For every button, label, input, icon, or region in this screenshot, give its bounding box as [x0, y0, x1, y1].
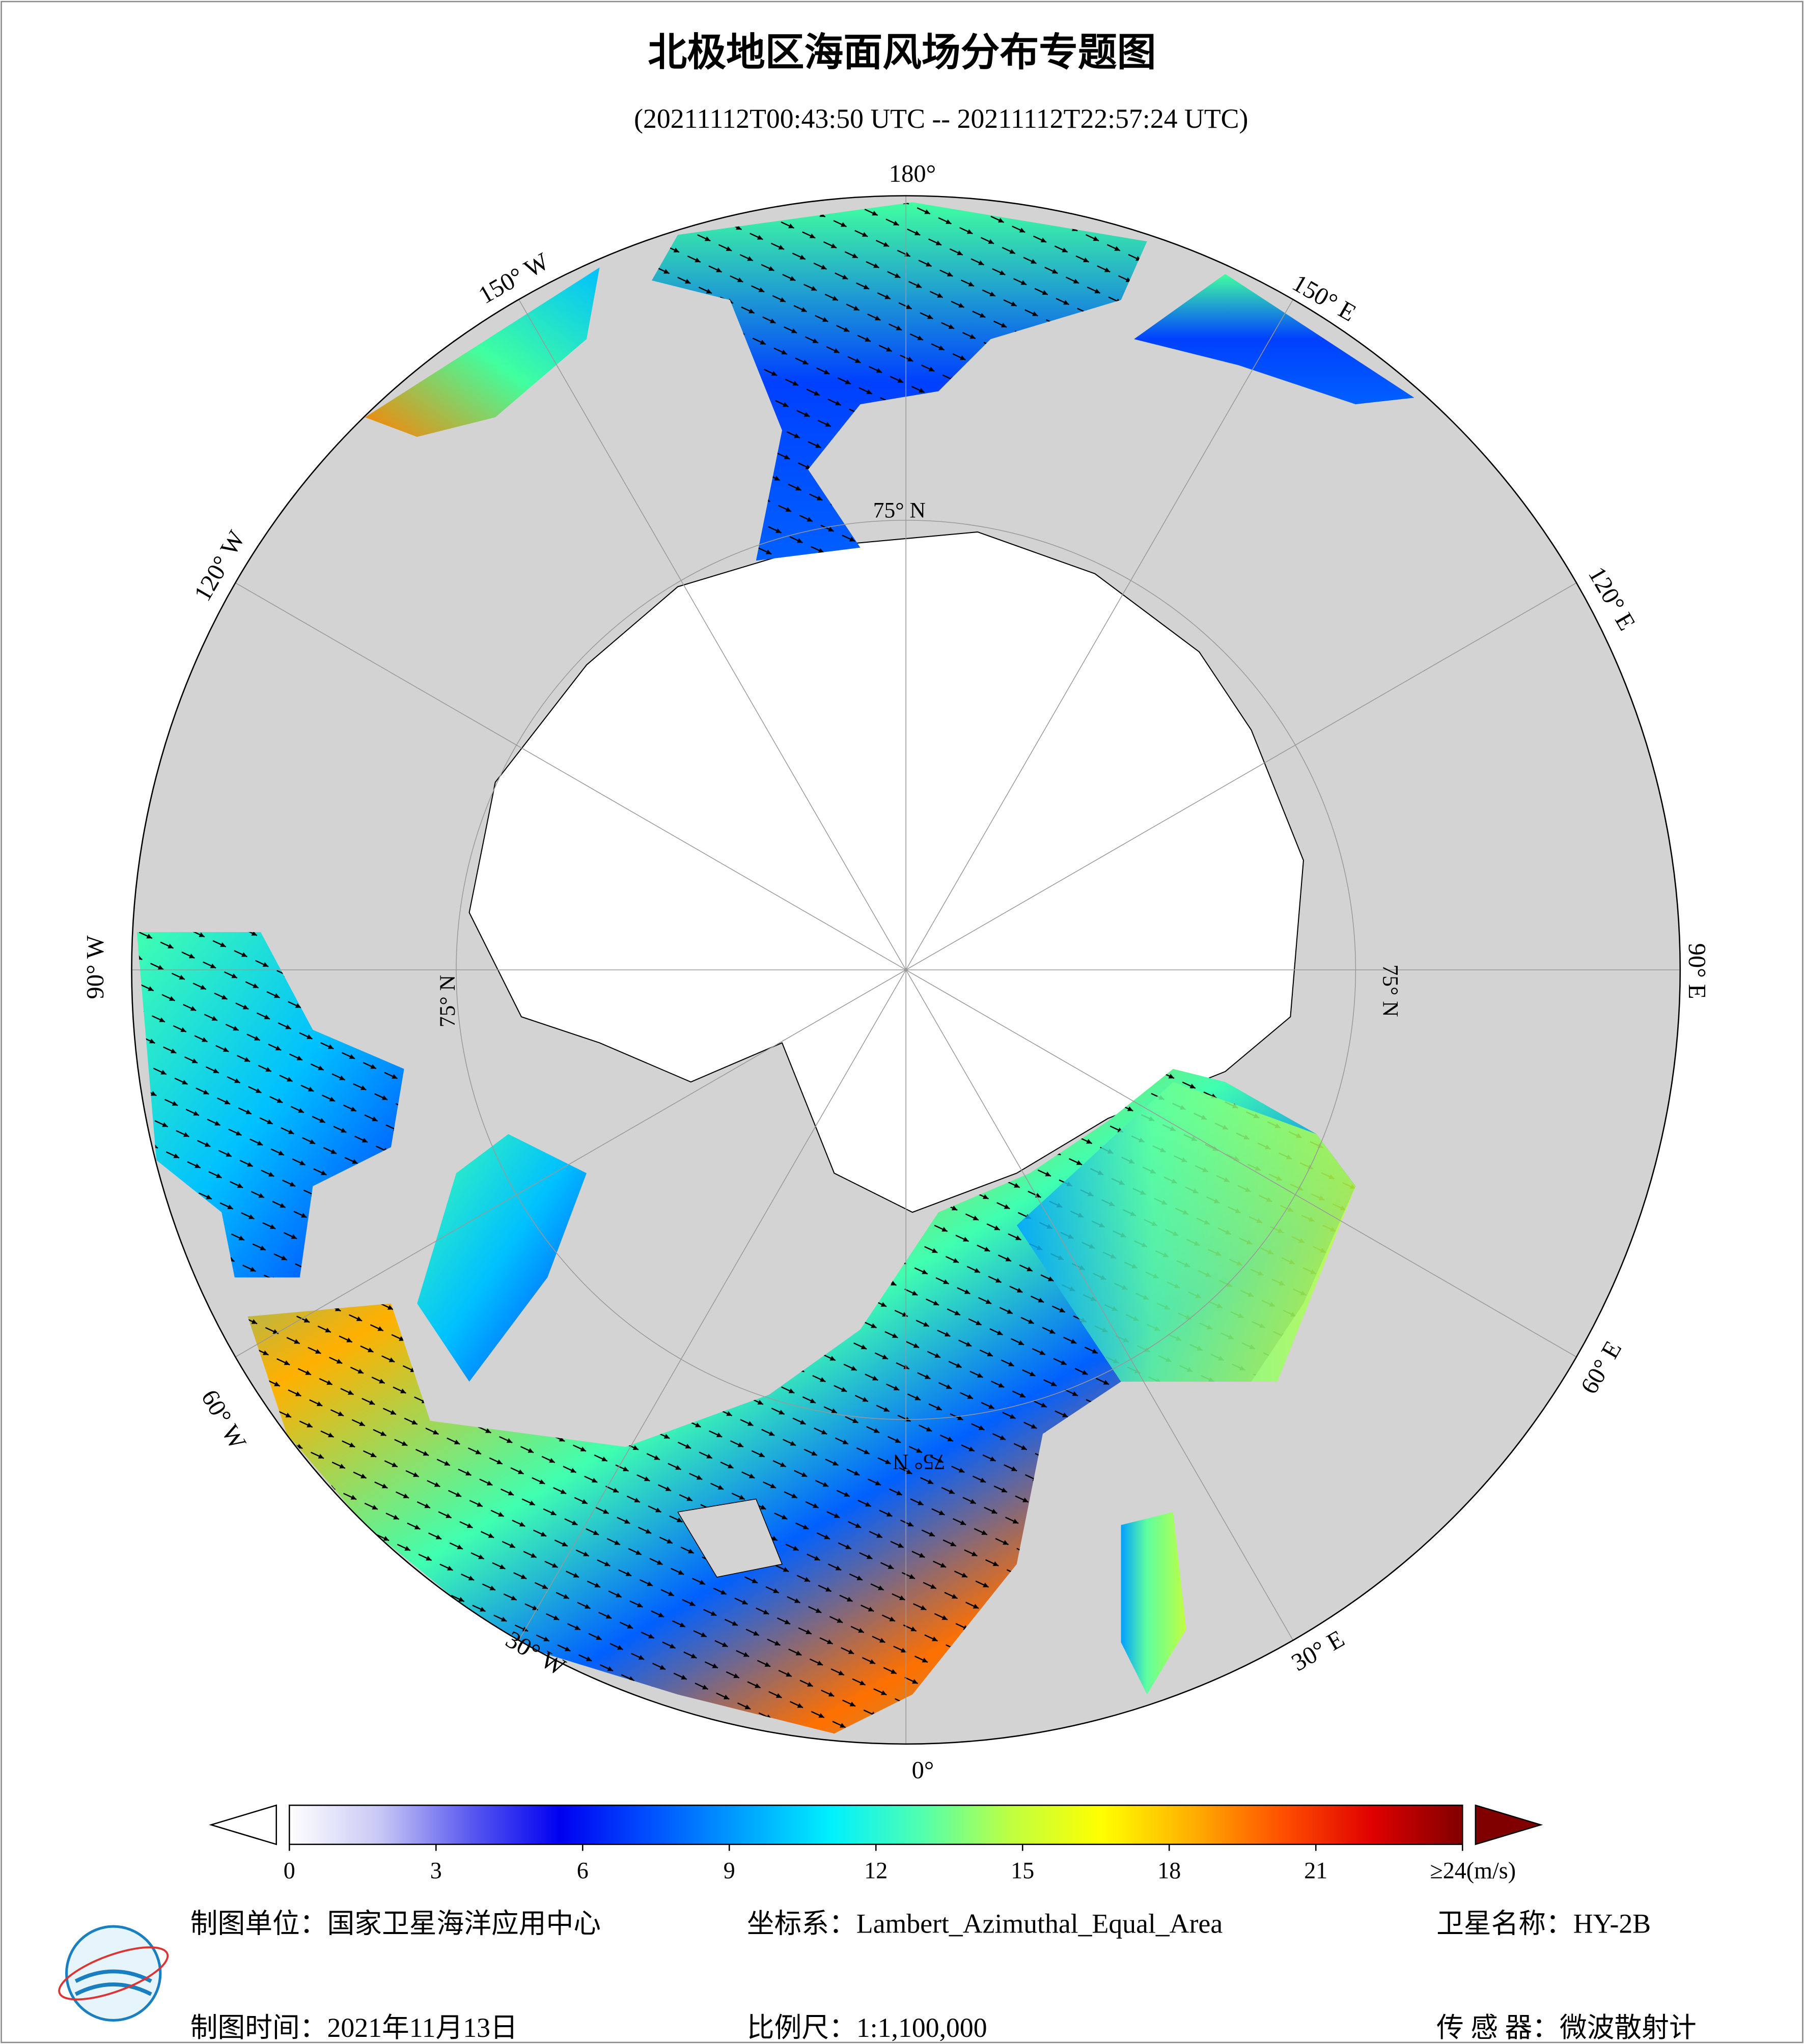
footer-scale: 比例尺：1:1,100,000: [747, 2012, 987, 2043]
logo-orbit: [58, 1946, 169, 2001]
latitude-label: 75° N: [873, 498, 926, 523]
colorbar: 0 3 6 9 12 15 18 21 ≥24(m/s): [209, 1804, 1543, 1884]
colorbar-body: [289, 1804, 1463, 1845]
longitude-label: 0°: [912, 1756, 934, 1784]
colorbar-tick-label: 15: [1011, 1858, 1034, 1884]
wind-arrows: [651, 202, 1147, 561]
meridian: [235, 969, 906, 1358]
meridian: [518, 969, 906, 1641]
colorbar-tick-label: 18: [1157, 1858, 1181, 1884]
colorbar-tick-label: 12: [864, 1858, 887, 1884]
footer-satellite: 卫星名称：HY-2B: [1436, 1908, 1651, 1939]
longitude-label: 90° W: [81, 935, 109, 999]
footer-coordinate-system: 坐标系：Lambert_Azimuthal_Equal_Area: [747, 1908, 1223, 1939]
meridian: [905, 299, 1294, 970]
longitude-label: 60° W: [196, 1385, 252, 1454]
wind-field: [1016, 1082, 1356, 1382]
latitude-label: 75° N: [1378, 964, 1402, 1017]
meridian: [905, 969, 1577, 1358]
wind-arrows: [136, 932, 404, 1278]
colorbar-min-arrow: [209, 1804, 277, 1845]
title: 北极地区海面风场分布专题图: [648, 30, 1156, 75]
wind-field: [417, 1134, 587, 1382]
footer-date: 制图时间：2021年11月13日: [190, 2012, 518, 2043]
latitude-label: 75° N: [893, 1450, 945, 1474]
meridian: [518, 299, 906, 970]
longitude-label: 90° E: [1683, 943, 1711, 999]
colorbar-tick-label: 3: [430, 1858, 442, 1884]
longitude-label: 180°: [889, 160, 936, 187]
colorbar-tick-label: 9: [724, 1858, 735, 1884]
map-border: [131, 195, 1681, 1745]
logo-waves: [74, 1969, 152, 1996]
latitude-label: 75° N: [435, 975, 460, 1027]
footer-sensor: 传 感 器：微波散射计: [1436, 2012, 1697, 2043]
colorbar-tick-label: 0: [284, 1858, 295, 1884]
meridian: [905, 582, 1577, 970]
subtitle: (20211112T00:43:50 UTC -- 20211112T22:57…: [634, 103, 1248, 134]
graticule: [131, 195, 1680, 1744]
footer-unit: 制图单位：国家卫星海洋应用中心: [190, 1908, 601, 1939]
wind-field: [365, 267, 600, 437]
colorbar-max-arrow: [1475, 1804, 1543, 1845]
meridian: [235, 582, 906, 970]
logo: [58, 1925, 169, 2022]
latitude-labels: 75° N 75° N 75° N 75° N: [435, 498, 1402, 1474]
meridian: [905, 969, 1294, 1641]
colorbar-tick-label: ≥24(m/s): [1430, 1858, 1516, 1884]
colorbar-tick-label: 21: [1304, 1858, 1327, 1884]
wind-field: [1134, 274, 1414, 405]
sea-ice: [468, 531, 1305, 1213]
map: [131, 195, 1680, 1744]
iceland: [677, 1498, 783, 1578]
wind-field: [1121, 1512, 1186, 1695]
colorbar-tick-label: 6: [577, 1858, 589, 1884]
